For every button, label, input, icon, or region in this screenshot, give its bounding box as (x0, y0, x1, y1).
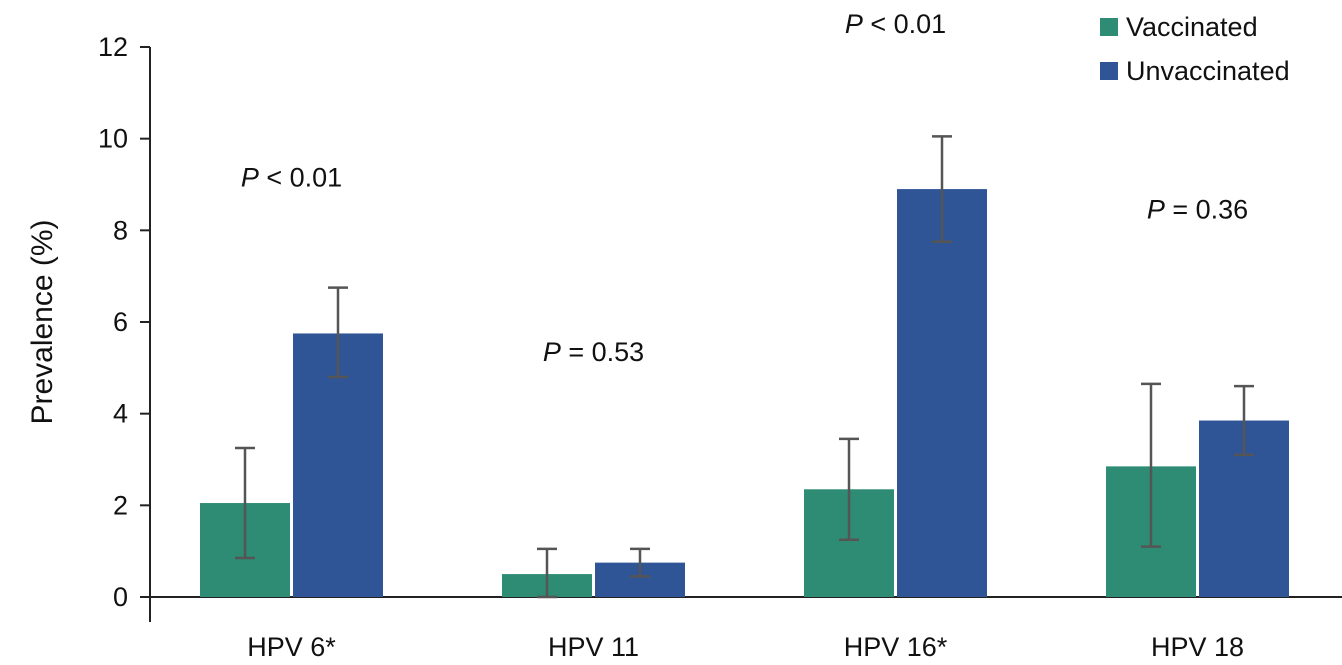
x-category-label: HPV 11 (548, 632, 639, 662)
y-axis-label: Prevalence (%) (26, 219, 59, 424)
y-tick-label: 8 (113, 215, 128, 245)
y-tick-label: 0 (113, 582, 128, 612)
x-category-label: HPV 6* (247, 632, 336, 662)
p-value-annotation: P < 0.01 (241, 163, 342, 193)
bar-unvaccinated-3 (897, 189, 987, 598)
legend-label-unvaccinated: Unvaccinated (1126, 56, 1290, 86)
y-tick-label: 10 (98, 124, 128, 154)
legend-swatch-unvaccinated (1100, 62, 1118, 80)
p-value-annotation: P = 0.36 (1147, 195, 1248, 225)
y-tick-label: 12 (98, 32, 128, 62)
x-category-label: HPV 16* (844, 632, 948, 662)
y-tick-label: 4 (113, 399, 128, 429)
y-tick-label: 6 (113, 307, 128, 337)
y-tick-label: 2 (113, 490, 128, 520)
legend-label-vaccinated: Vaccinated (1126, 12, 1258, 42)
legend-swatch-vaccinated (1100, 18, 1118, 36)
x-category-label: HPV 18 (1151, 632, 1244, 662)
p-value-annotation: P < 0.01 (845, 9, 946, 39)
p-value-annotation: P = 0.53 (543, 337, 644, 367)
